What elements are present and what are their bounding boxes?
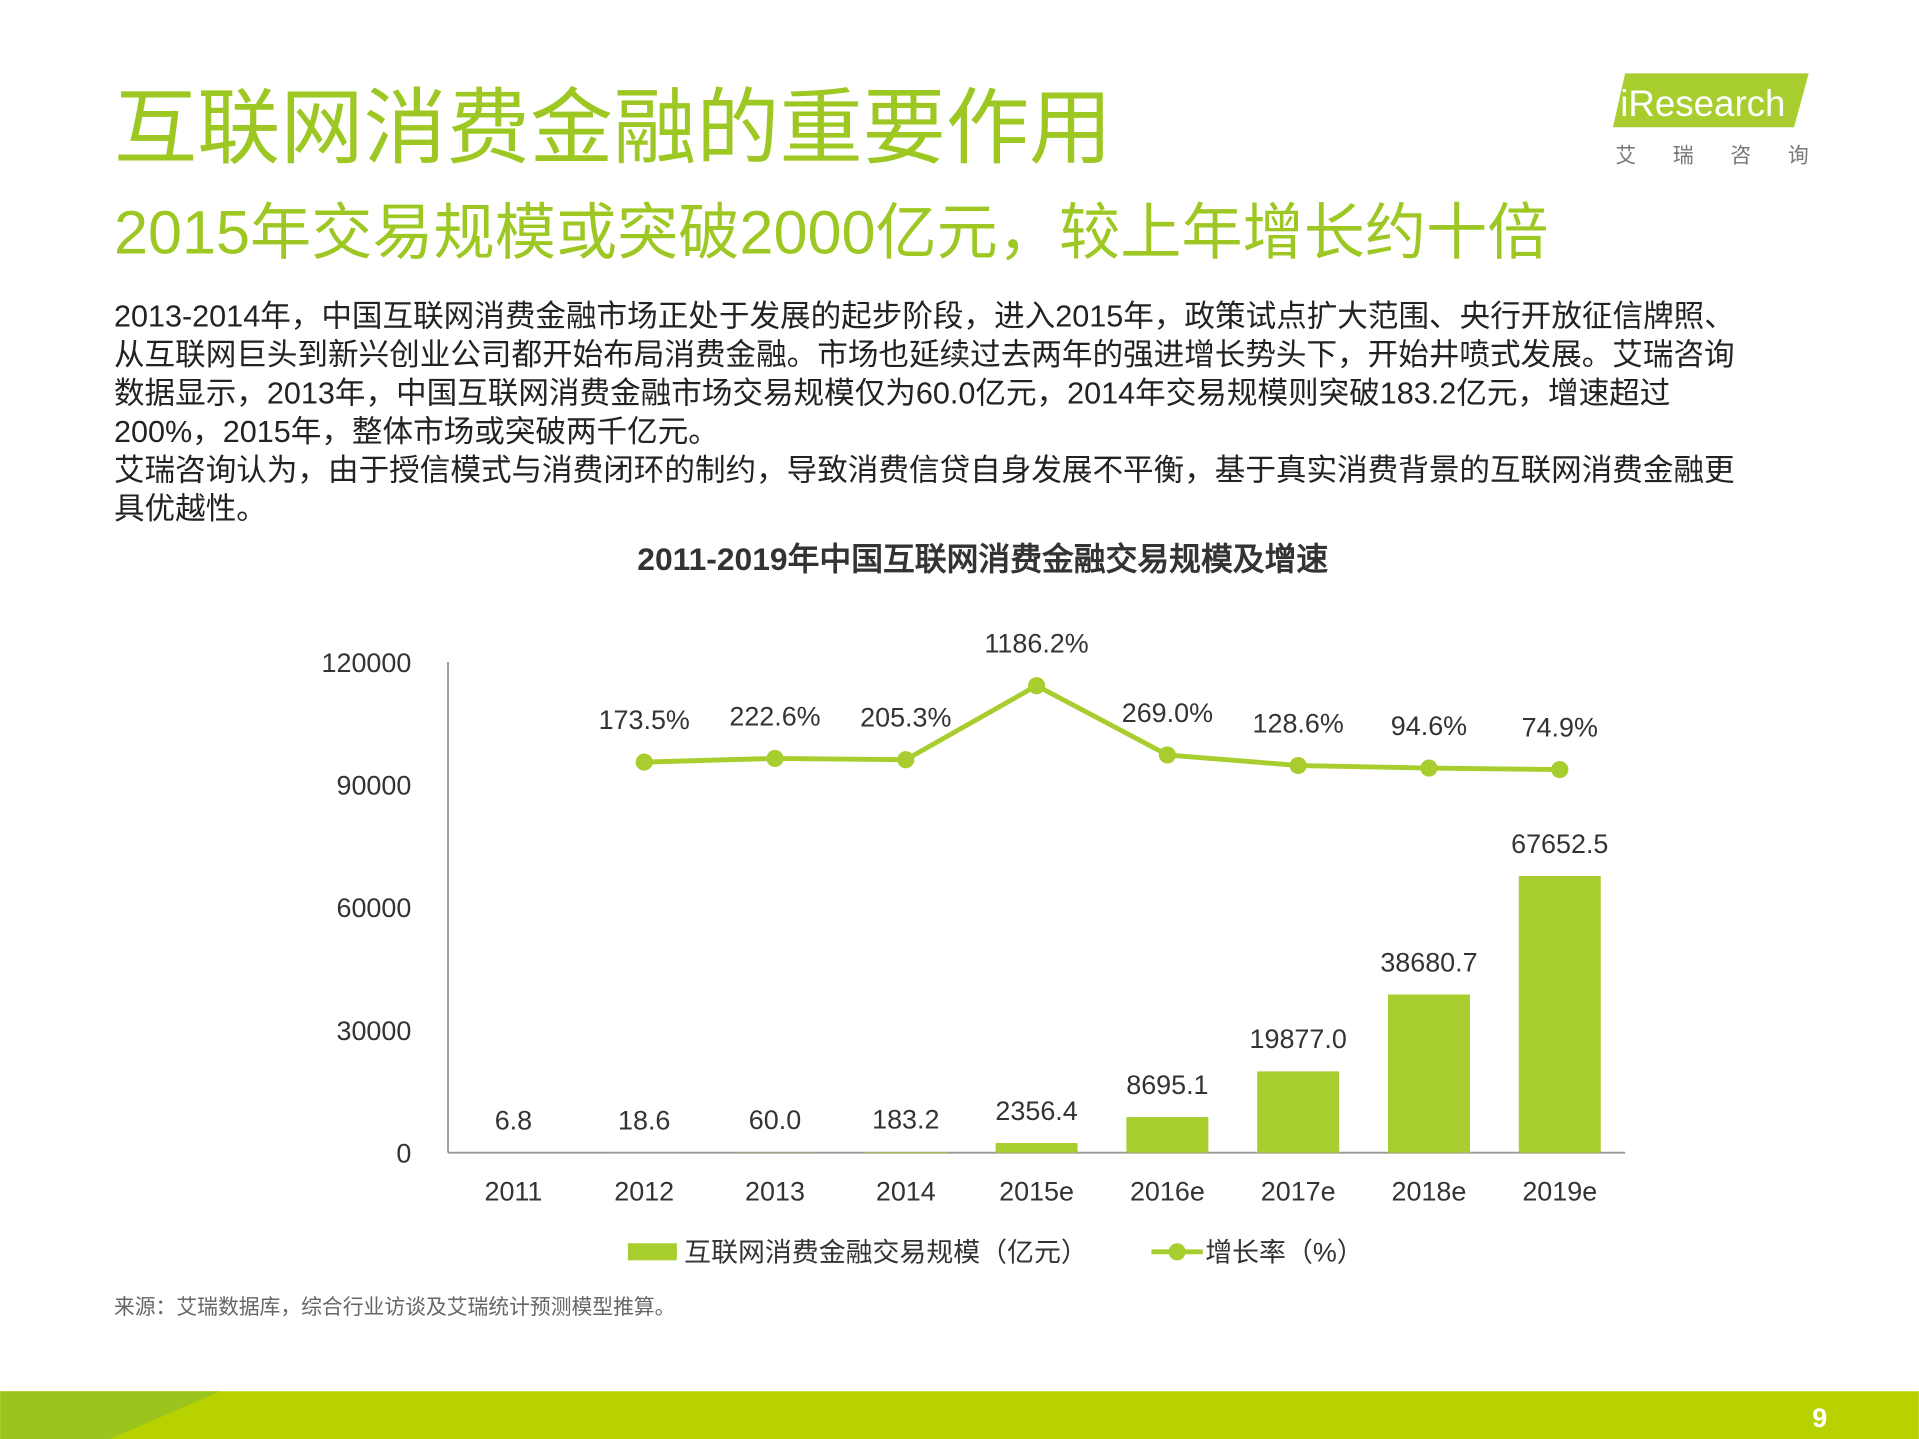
logo-brand: iResearch: [1620, 83, 1785, 124]
body-line: 从互联网巨头到新兴创业公司都开始布局消费金融。市场也延续过去两年的强进增长势头下…: [114, 338, 1735, 372]
chart-title: 2011-2019年中国互联网消费金融交易规模及增速: [637, 541, 1328, 577]
growth-point: [1028, 677, 1046, 695]
body-line: 200%，2015年，整体市场或突破两千亿元。: [114, 415, 719, 449]
bar-value-label: 18.6: [618, 1105, 670, 1135]
x-tick-label: 2013: [745, 1176, 805, 1206]
body-line: 2013-2014年，中国互联网消费金融市场正处于发展的起步阶段，进入2015年…: [114, 300, 1735, 334]
bar-value-label: 19877.0: [1250, 1024, 1347, 1054]
slide-title: 互联网消费金融的重要作用: [114, 82, 1112, 175]
page-number: 9: [1812, 1403, 1827, 1433]
bar: [1257, 1071, 1340, 1153]
line-value-label: 205.3%: [860, 703, 951, 733]
growth-point: [897, 751, 915, 769]
growth-point: [635, 753, 653, 771]
y-tick-label: 30000: [336, 1016, 411, 1046]
body-line: 艾瑞咨询认为，由于授信模式与消费闭环的制约，导致消费信贷自身发展不平衡，基于真实…: [114, 453, 1735, 487]
x-tick-label: 2017e: [1261, 1176, 1336, 1206]
y-tick-label: 0: [396, 1138, 411, 1168]
x-tick-label: 2015e: [999, 1176, 1074, 1206]
growth-point: [1289, 756, 1307, 775]
body-line: 数据显示，2013年，中国互联网消费金融市场交易规模仅为60.0亿元，2014年…: [114, 377, 1670, 411]
body-line: 具优越性。: [114, 492, 267, 526]
bar-value-label: 8695.1: [1126, 1070, 1208, 1100]
line-value-label: 1186.2%: [984, 629, 1088, 659]
growth-line: [644, 682, 1560, 773]
growth-point: [1158, 746, 1176, 764]
legend-label: 互联网消费金融交易规模（亿元）: [684, 1238, 1088, 1268]
footer-band: [0, 1391, 1919, 1439]
y-tick-label: 60000: [336, 893, 411, 923]
line-value-label: 173.5%: [599, 705, 690, 735]
x-tick-label: 2018e: [1392, 1176, 1467, 1206]
x-tick-label: 2012: [614, 1176, 674, 1206]
growth-point: [1420, 759, 1438, 777]
logo-name: 艾 瑞 咨 询: [1615, 145, 1808, 168]
line-value-label: 74.9%: [1522, 713, 1598, 743]
footer-accent: [0, 1391, 221, 1439]
y-tick-label: 90000: [336, 770, 411, 800]
bar: [995, 1143, 1078, 1153]
slide-subtitle: 2015年交易规模或突破2000亿元，较上年增长约十倍: [114, 198, 1548, 266]
legend-label: 增长率（%）: [1205, 1238, 1363, 1268]
legend-swatch-dot: [1168, 1243, 1186, 1261]
line-value-label: 269.0%: [1122, 698, 1213, 728]
bar: [864, 1151, 947, 1153]
logo-badge: [1612, 73, 1809, 128]
bar-value-label: 60.0: [749, 1105, 801, 1135]
line-value-label: 128.6%: [1253, 708, 1344, 738]
bar-value-label: 6.8: [495, 1105, 532, 1135]
growth-point: [1551, 761, 1569, 779]
x-tick-label: 2016e: [1130, 1176, 1205, 1206]
x-tick-label: 2011: [484, 1176, 542, 1206]
line-value-label: 222.6%: [729, 701, 820, 731]
plot: 0 30000 60000 90000 120000 2011 2012 2013 2014 20…: [322, 629, 1609, 1268]
bar: [1518, 876, 1601, 1153]
x-tick-label: 2014: [876, 1176, 936, 1206]
bar-value-label: 183.2: [872, 1105, 939, 1135]
bar-value-label: 67652.5: [1511, 829, 1608, 859]
legend-swatch: [627, 1243, 677, 1261]
bar-value-label: 2356.4: [995, 1096, 1077, 1126]
bar: [1387, 994, 1470, 1153]
body-text: 2013-2014年，中国互联网消费金融市场正处于发展的起步阶段，进入2015年…: [114, 300, 1735, 526]
line-value-label: 94.6%: [1391, 711, 1467, 741]
x-tick-label: 2019e: [1522, 1176, 1597, 1206]
source-note: 来源：艾瑞数据库，综合行业访谈及艾瑞统计预测模型推算。: [114, 1296, 676, 1319]
bar: [1126, 1117, 1209, 1153]
y-tick-label: 120000: [322, 648, 412, 678]
bar-value-label: 38680.7: [1380, 947, 1477, 977]
growth-point: [766, 749, 784, 767]
